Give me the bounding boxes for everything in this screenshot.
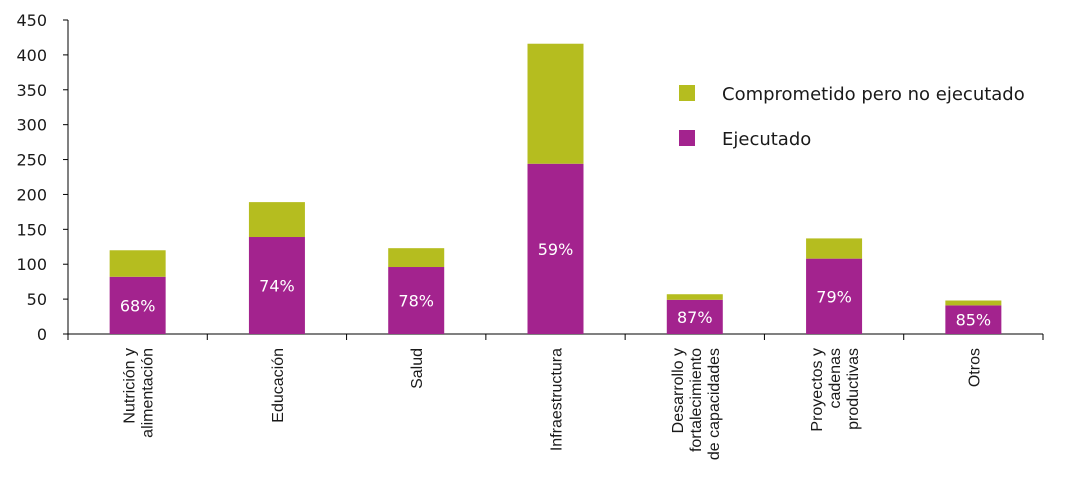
category-label: Desarrollo y bbox=[670, 348, 687, 433]
bar-comprometido-4 bbox=[666, 294, 723, 300]
data-label: 79% bbox=[816, 287, 852, 306]
data-label: 78% bbox=[398, 292, 434, 311]
bar-ejecutado-4 bbox=[666, 299, 723, 334]
legend: Comprometido pero no ejecutado Ejecutado bbox=[679, 84, 1025, 150]
bar-comprometido-2 bbox=[388, 248, 445, 268]
legend-swatch bbox=[679, 85, 695, 101]
bar-comprometido-5 bbox=[806, 238, 863, 259]
bars bbox=[109, 43, 1002, 334]
legend-label: Comprometido pero no ejecutado bbox=[722, 84, 1025, 105]
bar-ejecutado-1 bbox=[248, 237, 305, 334]
data-label: 74% bbox=[259, 277, 295, 296]
y-tick-label: 150 bbox=[16, 220, 47, 239]
y-tick-label: 300 bbox=[16, 116, 47, 135]
bar-ejecutado-3 bbox=[527, 163, 584, 334]
category-label: fortalecimiento bbox=[688, 348, 705, 452]
bar-comprometido-3 bbox=[527, 43, 584, 164]
category-label: de capacidades bbox=[706, 348, 723, 460]
category-label: Educación bbox=[270, 348, 287, 423]
data-label: 68% bbox=[120, 296, 156, 315]
category-label: Salud bbox=[409, 348, 426, 389]
category-label: Otros bbox=[966, 348, 983, 387]
category-label: Infraestructura bbox=[549, 348, 566, 451]
bar-comprometido-6 bbox=[945, 300, 1002, 306]
bar-ejecutado-6 bbox=[945, 305, 1002, 334]
x-axis bbox=[67, 333, 1044, 340]
bar-ejecutado-2 bbox=[388, 267, 445, 334]
y-tick-label: 250 bbox=[16, 151, 47, 170]
bar-ejecutado-5 bbox=[806, 258, 863, 334]
data-label: 59% bbox=[538, 240, 574, 259]
data-label: 85% bbox=[956, 311, 992, 330]
category-label: cadenas bbox=[827, 348, 844, 409]
category-label: alimentación bbox=[140, 348, 157, 438]
category-label: Nutrición y bbox=[122, 348, 139, 424]
legend-swatch bbox=[679, 130, 695, 146]
y-tick-label: 100 bbox=[16, 255, 47, 274]
category-labels: Nutrición y alimentación Educación Salud Inf… bbox=[122, 348, 984, 460]
data-labels: 68% 74% 78% 59% 87% 79% 85% bbox=[120, 240, 991, 330]
bar-ejecutado-0 bbox=[109, 276, 166, 334]
y-tick-label: 450 bbox=[16, 11, 47, 30]
y-tick-label: 200 bbox=[16, 185, 47, 204]
y-axis: 0 50 100 150 200 250 300 350 400 450 bbox=[16, 11, 69, 344]
bar-comprometido-0 bbox=[109, 250, 166, 277]
legend-label: Ejecutado bbox=[722, 129, 811, 150]
category-label: Proyectos y bbox=[809, 348, 826, 432]
data-label: 87% bbox=[677, 308, 713, 327]
bar-comprometido-1 bbox=[248, 202, 305, 238]
y-tick-label: 400 bbox=[16, 46, 47, 65]
y-tick-label: 0 bbox=[37, 325, 47, 344]
y-tick-label: 350 bbox=[16, 81, 47, 100]
category-label: productivas bbox=[845, 348, 862, 430]
y-tick-label: 50 bbox=[27, 290, 47, 309]
